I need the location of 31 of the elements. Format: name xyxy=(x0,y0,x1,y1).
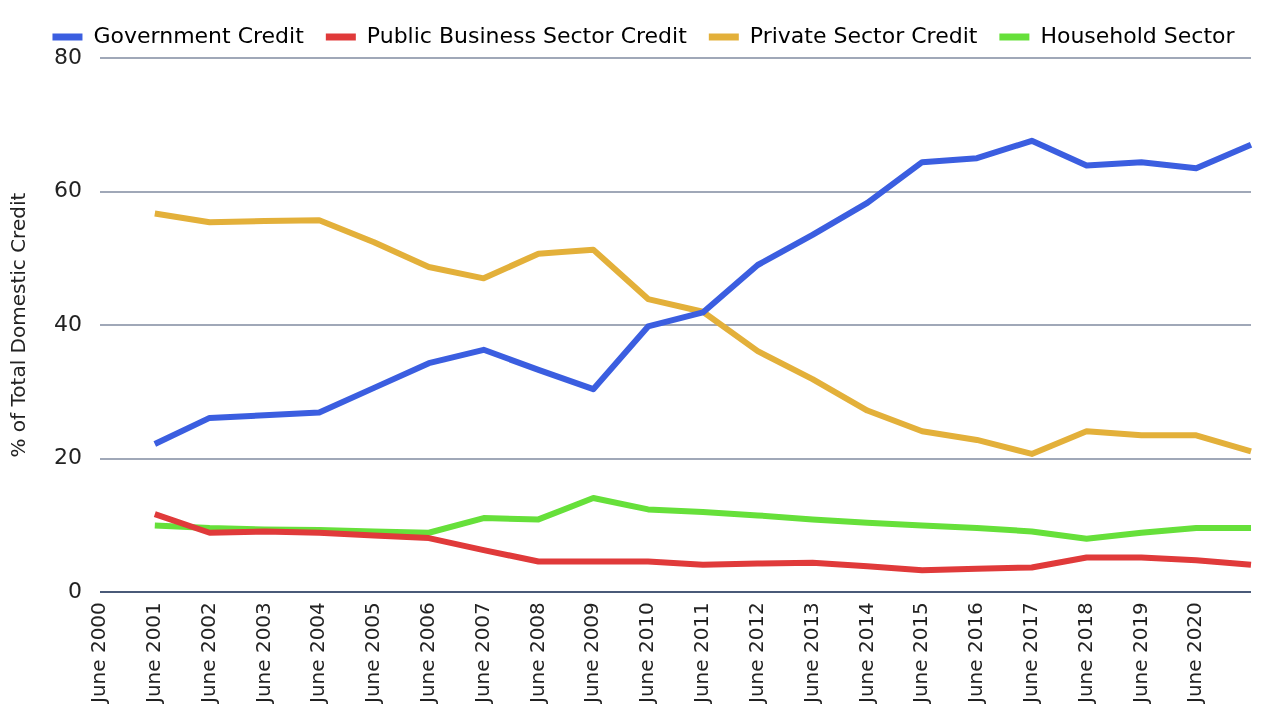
x-tick-label: June 2020 xyxy=(1182,602,1207,705)
x-tick-label: June 2013 xyxy=(798,602,823,705)
x-tick-label: June 2016 xyxy=(963,602,988,705)
x-tick-label: June 2019 xyxy=(1127,602,1152,705)
y-axis-title: % of Total Domestic Credit xyxy=(6,192,31,458)
legend-label: Household Sector xyxy=(1040,22,1236,48)
legend-label: Public Business Sector Credit xyxy=(366,22,688,48)
x-tick-label: June 2001 xyxy=(141,602,166,705)
x-tick-label: June 2006 xyxy=(415,602,440,705)
y-tick-label: 60 xyxy=(53,177,82,203)
x-tick-label: June 2015 xyxy=(908,602,933,705)
x-tick-label: June 2008 xyxy=(524,602,549,705)
legend-label: Government Credit xyxy=(93,22,305,48)
y-tick-label: 0 xyxy=(67,577,82,603)
y-tick-label: 40 xyxy=(53,310,82,336)
x-tick-label: June 2010 xyxy=(634,602,659,705)
legend-label: Private Sector Credit xyxy=(749,22,978,48)
x-tick-label: June 2007 xyxy=(469,602,494,705)
x-tick-label: June 2009 xyxy=(579,602,604,705)
x-tick-label: June 2017 xyxy=(1017,602,1042,705)
x-tick-label: June 2011 xyxy=(689,602,714,705)
x-tick-label: June 2002 xyxy=(195,602,220,705)
y-tick-label: 80 xyxy=(53,43,82,69)
x-tick-label: June 2005 xyxy=(360,602,385,705)
x-tick-label: June 2003 xyxy=(250,602,275,705)
x-tick-label: June 2000 xyxy=(86,602,111,705)
x-tick-label: June 2014 xyxy=(853,602,878,705)
x-tick-label: June 2018 xyxy=(1072,602,1097,705)
y-tick-label: 20 xyxy=(53,444,82,470)
x-tick-label: June 2012 xyxy=(743,602,768,705)
x-tick-label: June 2004 xyxy=(305,602,330,705)
